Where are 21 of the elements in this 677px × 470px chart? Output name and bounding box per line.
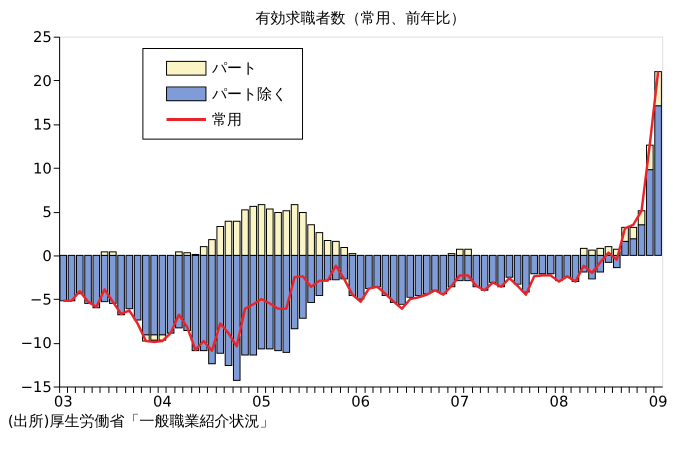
y-tick-label: −15 <box>20 378 52 396</box>
x-tick-label: 07 <box>450 394 470 411</box>
x-tick-label: 05 <box>252 394 271 411</box>
y-tick-label: 25 <box>32 29 52 46</box>
x-tick-label: 03 <box>54 394 73 411</box>
x-tick-label: 08 <box>550 394 568 411</box>
y-tick-label: 5 <box>42 204 52 222</box>
legend-label: パート <box>210 60 257 78</box>
y-tick-label: −10 <box>20 335 52 352</box>
chart-title: 有効求職者数（常用、前年比） <box>256 10 466 27</box>
y-tick-label: 15 <box>32 116 52 134</box>
text: (出所)厚生労働省「一般職業紹介状況」 <box>8 412 274 430</box>
y-tick-label: −5 <box>30 291 52 308</box>
x-tick-label: 04 <box>152 394 172 411</box>
y-tick-label: 10 <box>32 160 52 178</box>
y-tick-label: 20 <box>32 72 52 90</box>
y-tick-label: 0 <box>42 248 52 265</box>
legend-label: パート除く <box>210 86 287 103</box>
x-tick-label: 06 <box>351 394 370 411</box>
x-tick-label: 09 <box>648 394 668 411</box>
legend-label: 常用 <box>212 111 242 128</box>
